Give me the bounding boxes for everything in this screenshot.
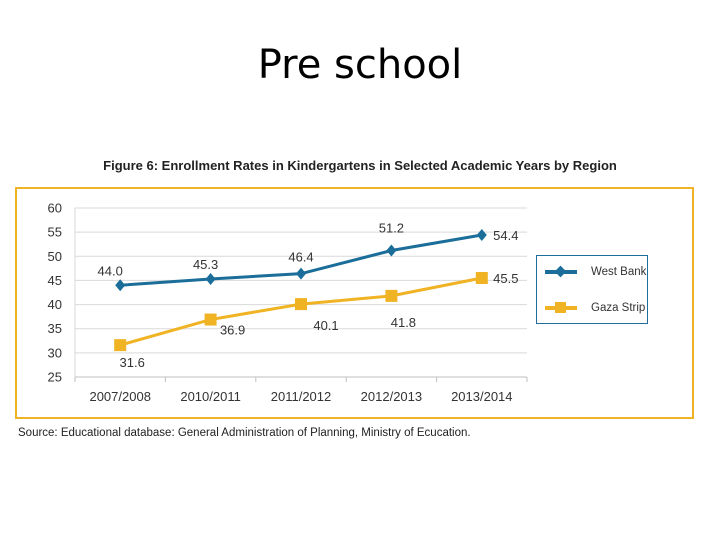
source-note: Source: Educational database: General Ad… bbox=[18, 427, 471, 439]
data-point-marker bbox=[476, 229, 487, 242]
legend-swatch-west-bank bbox=[545, 265, 577, 279]
data-label: 51.2 bbox=[379, 220, 404, 235]
y-tick-label: 35 bbox=[48, 321, 62, 336]
series-line-gaza-strip bbox=[119, 276, 483, 347]
x-tick-label: 2013/2014 bbox=[451, 389, 512, 404]
x-tick-label: 2011/2012 bbox=[271, 389, 332, 404]
data-label: 36.9 bbox=[220, 323, 245, 338]
y-tick-label: 55 bbox=[48, 225, 62, 240]
data-label: 41.8 bbox=[391, 315, 416, 330]
x-tick-label: 2012/2013 bbox=[361, 389, 422, 404]
data-point-marker bbox=[295, 298, 307, 311]
data-point-marker bbox=[204, 313, 217, 326]
data-label: 31.6 bbox=[120, 355, 145, 370]
y-tick-label: 50 bbox=[48, 249, 62, 264]
legend-item-gaza-strip: Gaza Strip bbox=[545, 301, 645, 315]
y-tick-label: 25 bbox=[48, 370, 62, 385]
y-tick-label: 30 bbox=[48, 345, 62, 360]
data-point-marker bbox=[115, 279, 126, 292]
data-point-marker bbox=[114, 339, 127, 352]
y-tick-label: 60 bbox=[48, 201, 62, 216]
legend-swatch-gaza-strip bbox=[545, 301, 577, 315]
legend-label: West Bank bbox=[591, 266, 647, 278]
data-point-marker bbox=[205, 272, 216, 285]
legend-item-west-bank: West Bank bbox=[545, 265, 646, 279]
data-point-marker bbox=[385, 289, 398, 302]
chart-legend: West Bank Gaza Strip bbox=[536, 255, 648, 324]
data-label: 46.4 bbox=[288, 250, 313, 265]
x-tick-label: 2007/2008 bbox=[89, 389, 150, 404]
y-tick-label: 45 bbox=[48, 273, 62, 288]
data-label: 40.1 bbox=[313, 318, 338, 333]
data-label: 54.4 bbox=[493, 228, 518, 243]
slide-title: Pre school bbox=[257, 42, 463, 88]
legend-label: Gaza Strip bbox=[591, 302, 646, 314]
data-label: 44.0 bbox=[98, 263, 123, 278]
data-point-marker bbox=[386, 244, 397, 257]
chart-frame bbox=[15, 187, 694, 419]
chart-title: Figure 6: Enrollment Rates in Kindergart… bbox=[103, 158, 617, 173]
data-label: 45.5 bbox=[493, 271, 518, 286]
data-label: 45.3 bbox=[193, 257, 218, 272]
data-point-marker bbox=[475, 272, 488, 285]
y-tick-label: 40 bbox=[48, 297, 62, 312]
data-point-marker bbox=[296, 267, 306, 280]
x-tick-label: 2010/2011 bbox=[180, 389, 241, 404]
